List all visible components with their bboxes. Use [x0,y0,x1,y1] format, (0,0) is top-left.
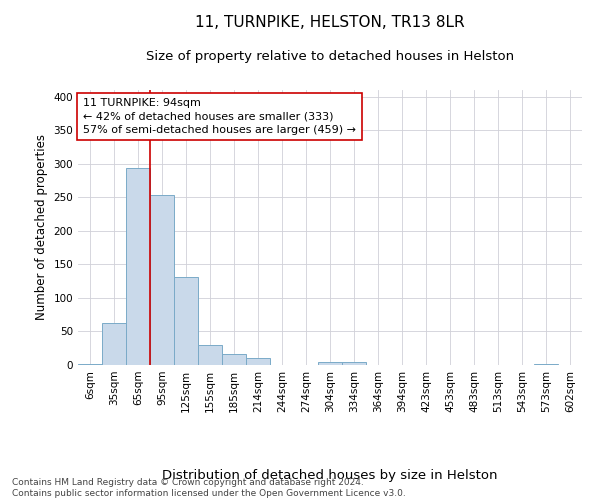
Bar [318,362,342,365]
Text: 11, TURNPIKE, HELSTON, TR13 8LR: 11, TURNPIKE, HELSTON, TR13 8LR [195,15,465,30]
Bar [78,364,102,365]
Text: 11 TURNPIKE: 94sqm
← 42% of detached houses are smaller (333)
57% of semi-detach: 11 TURNPIKE: 94sqm ← 42% of detached hou… [83,98,356,134]
Text: Distribution of detached houses by size in Helston: Distribution of detached houses by size … [162,470,498,482]
Bar [150,196,174,365]
Text: Contains HM Land Registry data © Crown copyright and database right 2024.
Contai: Contains HM Land Registry data © Crown c… [12,478,406,498]
Bar [126,168,150,365]
Bar [174,277,198,365]
Bar [222,354,246,365]
Text: Size of property relative to detached houses in Helston: Size of property relative to detached ho… [146,50,514,63]
Bar [342,362,366,365]
Bar [102,324,126,365]
Bar [246,358,270,365]
Bar [198,345,222,365]
Bar [534,364,558,365]
Y-axis label: Number of detached properties: Number of detached properties [35,134,48,320]
